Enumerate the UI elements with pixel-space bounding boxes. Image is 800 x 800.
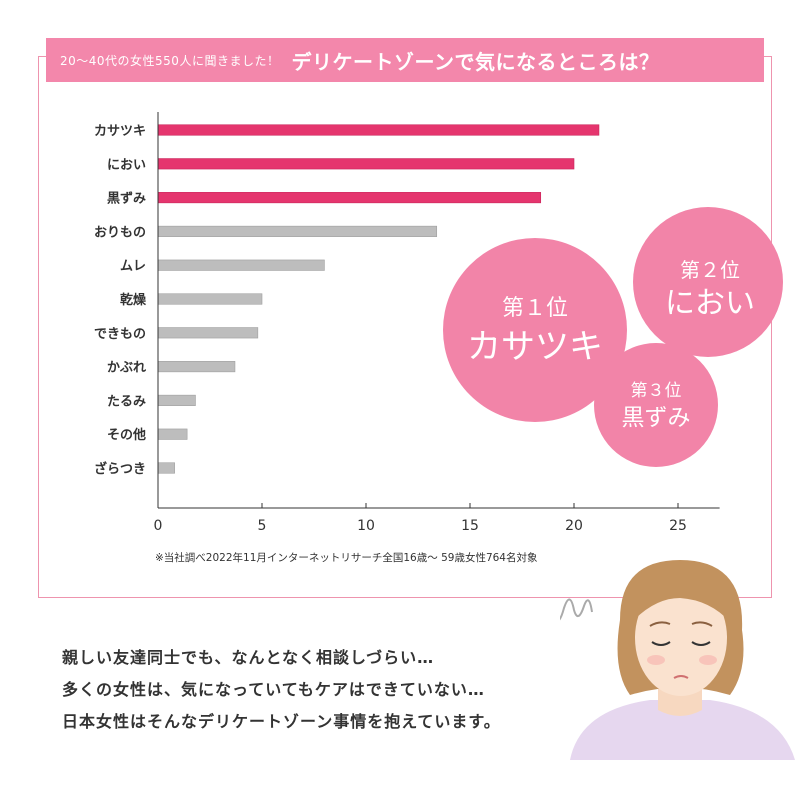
banner-subtitle: 20〜40代の女性550人に聞きました！ bbox=[60, 53, 280, 68]
bar bbox=[157, 394, 196, 406]
rank-1-item: カサツキ bbox=[467, 328, 603, 366]
right-cheek bbox=[699, 655, 717, 665]
category-label: カサツキ bbox=[94, 124, 146, 139]
x-tick-label: 20 bbox=[565, 518, 583, 534]
fringe bbox=[632, 577, 730, 622]
title-banner: 20〜40代の女性550人に聞きました！ デリケートゾーンで気になるところは？ bbox=[46, 38, 764, 82]
bar bbox=[157, 293, 263, 305]
rank-3-circle: 第３位 黒ずみ bbox=[594, 343, 718, 467]
worry-scribble-icon bbox=[560, 598, 593, 621]
bar bbox=[157, 327, 259, 339]
category-label: たるみ bbox=[107, 394, 146, 409]
x-tick-label: 25 bbox=[669, 518, 687, 534]
left-cheek bbox=[647, 655, 665, 665]
bar bbox=[157, 192, 542, 204]
x-tick-label: 10 bbox=[357, 518, 375, 534]
mouth bbox=[673, 675, 689, 679]
category-label: その他 bbox=[107, 427, 146, 443]
bar bbox=[157, 225, 438, 237]
x-tick-label: 15 bbox=[461, 518, 479, 534]
category-label: ムレ bbox=[120, 259, 146, 274]
rank-2-item: におい bbox=[665, 287, 755, 320]
rank-1-label: 第１位 bbox=[502, 295, 568, 320]
category-label: ざらつき bbox=[94, 461, 146, 477]
speech-line-3: 日本女性はそんなデリケートゾーン事情を抱えています。 bbox=[62, 712, 501, 731]
bar bbox=[157, 428, 188, 440]
rank-3-label: 第３位 bbox=[631, 381, 682, 400]
rank-2-label: 第２位 bbox=[680, 259, 740, 282]
bar bbox=[157, 259, 325, 271]
category-label: 黒ずみ bbox=[107, 191, 146, 207]
bar bbox=[157, 158, 575, 170]
bar bbox=[157, 361, 236, 373]
rank-1-circle: 第１位 カサツキ bbox=[443, 238, 627, 422]
bar bbox=[157, 124, 600, 136]
category-label: かぶれ bbox=[107, 361, 146, 376]
rank-2-circle: 第２位 におい bbox=[633, 207, 783, 357]
survey-note: ※当社調べ2022年11月インターネットリサーチ全国16歳〜 59歳女性764名… bbox=[155, 551, 537, 564]
bar bbox=[157, 462, 175, 474]
category-label: 乾燥 bbox=[120, 292, 147, 308]
right-eye bbox=[691, 641, 711, 646]
rank-1-circle-bg bbox=[443, 238, 627, 422]
rank-3-circle-bg bbox=[594, 343, 718, 467]
category-label: できもの bbox=[94, 327, 146, 342]
worried-woman-illustration bbox=[560, 560, 795, 760]
speech-line-2: 多くの女性は、気になっていてもケアはできていない… bbox=[62, 680, 485, 699]
speech-text: 親しい友達同士でも、なんとなく相談しづらい… 多くの女性は、気になっていてもケア… bbox=[62, 642, 582, 738]
x-axis: 0 5 10 15 20 25 bbox=[154, 112, 720, 534]
shirt bbox=[570, 700, 795, 760]
x-tick-label: 5 bbox=[258, 518, 267, 534]
rank-2-circle-bg bbox=[633, 207, 783, 357]
speech-line-1: 親しい友達同士でも、なんとなく相談しづらい… bbox=[62, 648, 435, 667]
left-eyebrow bbox=[649, 621, 671, 627]
category-label: おりもの bbox=[94, 225, 146, 240]
rank-3-item: 黒ずみ bbox=[622, 404, 691, 430]
x-tick-label: 0 bbox=[154, 518, 163, 534]
category-label: におい bbox=[107, 158, 146, 173]
left-eye bbox=[651, 641, 671, 646]
face bbox=[635, 580, 727, 696]
right-eyebrow bbox=[691, 621, 713, 627]
banner-title: デリケートゾーンで気になるところは？ bbox=[291, 49, 660, 74]
